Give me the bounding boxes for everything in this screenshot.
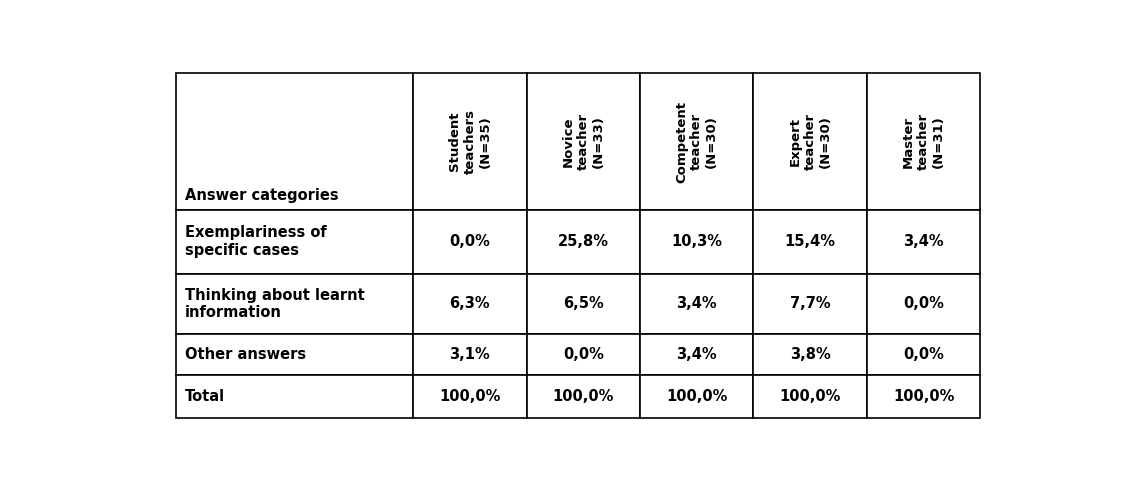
Bar: [866, 74, 980, 210]
Bar: [866, 210, 980, 274]
Text: Competent
teacher
(N=30): Competent teacher (N=30): [676, 101, 719, 183]
Bar: [754, 74, 866, 210]
Text: 100,0%: 100,0%: [666, 390, 728, 404]
Bar: [413, 334, 527, 375]
Text: 0,0%: 0,0%: [449, 234, 491, 249]
Text: 3,4%: 3,4%: [904, 234, 944, 249]
Bar: [527, 74, 640, 210]
Bar: [640, 334, 754, 375]
Bar: [527, 274, 640, 334]
Text: Answer categories: Answer categories: [185, 188, 338, 203]
Text: 3,1%: 3,1%: [450, 347, 491, 362]
Text: 0,0%: 0,0%: [563, 347, 603, 362]
Bar: [413, 274, 527, 334]
Text: Thinking about learnt
information: Thinking about learnt information: [185, 287, 364, 320]
Text: Expert
teacher
(N=30): Expert teacher (N=30): [788, 113, 831, 170]
Text: Total: Total: [185, 390, 224, 404]
Text: 6,3%: 6,3%: [450, 296, 491, 311]
Bar: [866, 375, 980, 418]
Bar: [640, 274, 754, 334]
Text: 100,0%: 100,0%: [553, 390, 614, 404]
Bar: [640, 375, 754, 418]
Text: 15,4%: 15,4%: [785, 234, 836, 249]
Bar: [754, 334, 866, 375]
Text: 3,4%: 3,4%: [677, 296, 717, 311]
Bar: [176, 274, 413, 334]
Text: 100,0%: 100,0%: [893, 390, 954, 404]
Text: 100,0%: 100,0%: [439, 390, 501, 404]
Text: 3,4%: 3,4%: [677, 347, 717, 362]
Text: 3,8%: 3,8%: [790, 347, 830, 362]
Bar: [413, 210, 527, 274]
Bar: [527, 334, 640, 375]
Bar: [754, 375, 866, 418]
Bar: [527, 375, 640, 418]
Text: Exemplariness of
specific cases: Exemplariness of specific cases: [185, 225, 326, 258]
Text: Other answers: Other answers: [185, 347, 306, 362]
Bar: [413, 74, 527, 210]
Bar: [176, 334, 413, 375]
Bar: [176, 74, 413, 210]
Text: Student
teachers
(N=35): Student teachers (N=35): [449, 109, 492, 174]
Text: 0,0%: 0,0%: [904, 347, 944, 362]
Bar: [176, 210, 413, 274]
Text: 7,7%: 7,7%: [790, 296, 830, 311]
Text: Master
teacher
(N=31): Master teacher (N=31): [902, 113, 945, 170]
Bar: [640, 210, 754, 274]
Text: 10,3%: 10,3%: [671, 234, 722, 249]
Bar: [754, 274, 866, 334]
Text: 0,0%: 0,0%: [904, 296, 944, 311]
Bar: [866, 334, 980, 375]
Bar: [413, 375, 527, 418]
Text: 6,5%: 6,5%: [563, 296, 603, 311]
Text: 100,0%: 100,0%: [779, 390, 840, 404]
Bar: [176, 375, 413, 418]
Text: 25,8%: 25,8%: [558, 234, 609, 249]
Text: Novice
teacher
(N=33): Novice teacher (N=33): [562, 113, 605, 170]
Bar: [527, 210, 640, 274]
Bar: [754, 210, 866, 274]
Bar: [866, 274, 980, 334]
Bar: [640, 74, 754, 210]
